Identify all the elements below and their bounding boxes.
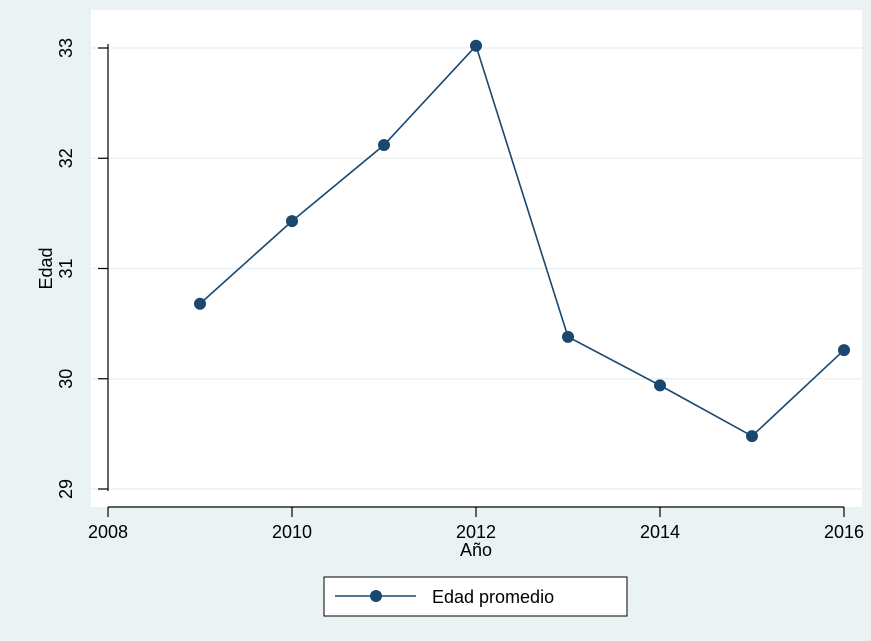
data-point xyxy=(378,139,390,152)
x-tick-label: 2012 xyxy=(456,522,496,542)
x-tick-label: 2016 xyxy=(824,522,864,542)
data-point xyxy=(286,215,298,228)
data-point xyxy=(470,39,482,52)
data-point xyxy=(746,430,758,443)
y-tick-label: 31 xyxy=(56,258,76,278)
legend-marker xyxy=(370,590,382,602)
legend-label: Edad promedio xyxy=(432,587,554,607)
x-tick-label: 2014 xyxy=(640,522,680,542)
y-tick-label: 29 xyxy=(56,479,76,499)
y-tick-label: 33 xyxy=(56,38,76,58)
x-tick-label: 2010 xyxy=(272,522,312,542)
x-axis-title: Año xyxy=(460,540,492,560)
y-axis-title: Edad xyxy=(36,247,56,289)
gridlines xyxy=(91,47,862,490)
y-tick-label: 32 xyxy=(56,148,76,168)
plot-area xyxy=(91,10,862,507)
legend: Edad promedio xyxy=(323,576,628,617)
series-layer xyxy=(194,39,850,443)
x-tick-label: 2008 xyxy=(88,522,128,542)
data-point xyxy=(654,379,666,392)
axes: 29 30 31 32 33 2008 2010 2012 2014 2016 xyxy=(56,38,864,542)
data-point xyxy=(838,344,850,357)
y-tick-label: 30 xyxy=(56,369,76,389)
data-point xyxy=(194,297,206,310)
data-point xyxy=(562,330,574,343)
series-line xyxy=(199,44,845,438)
